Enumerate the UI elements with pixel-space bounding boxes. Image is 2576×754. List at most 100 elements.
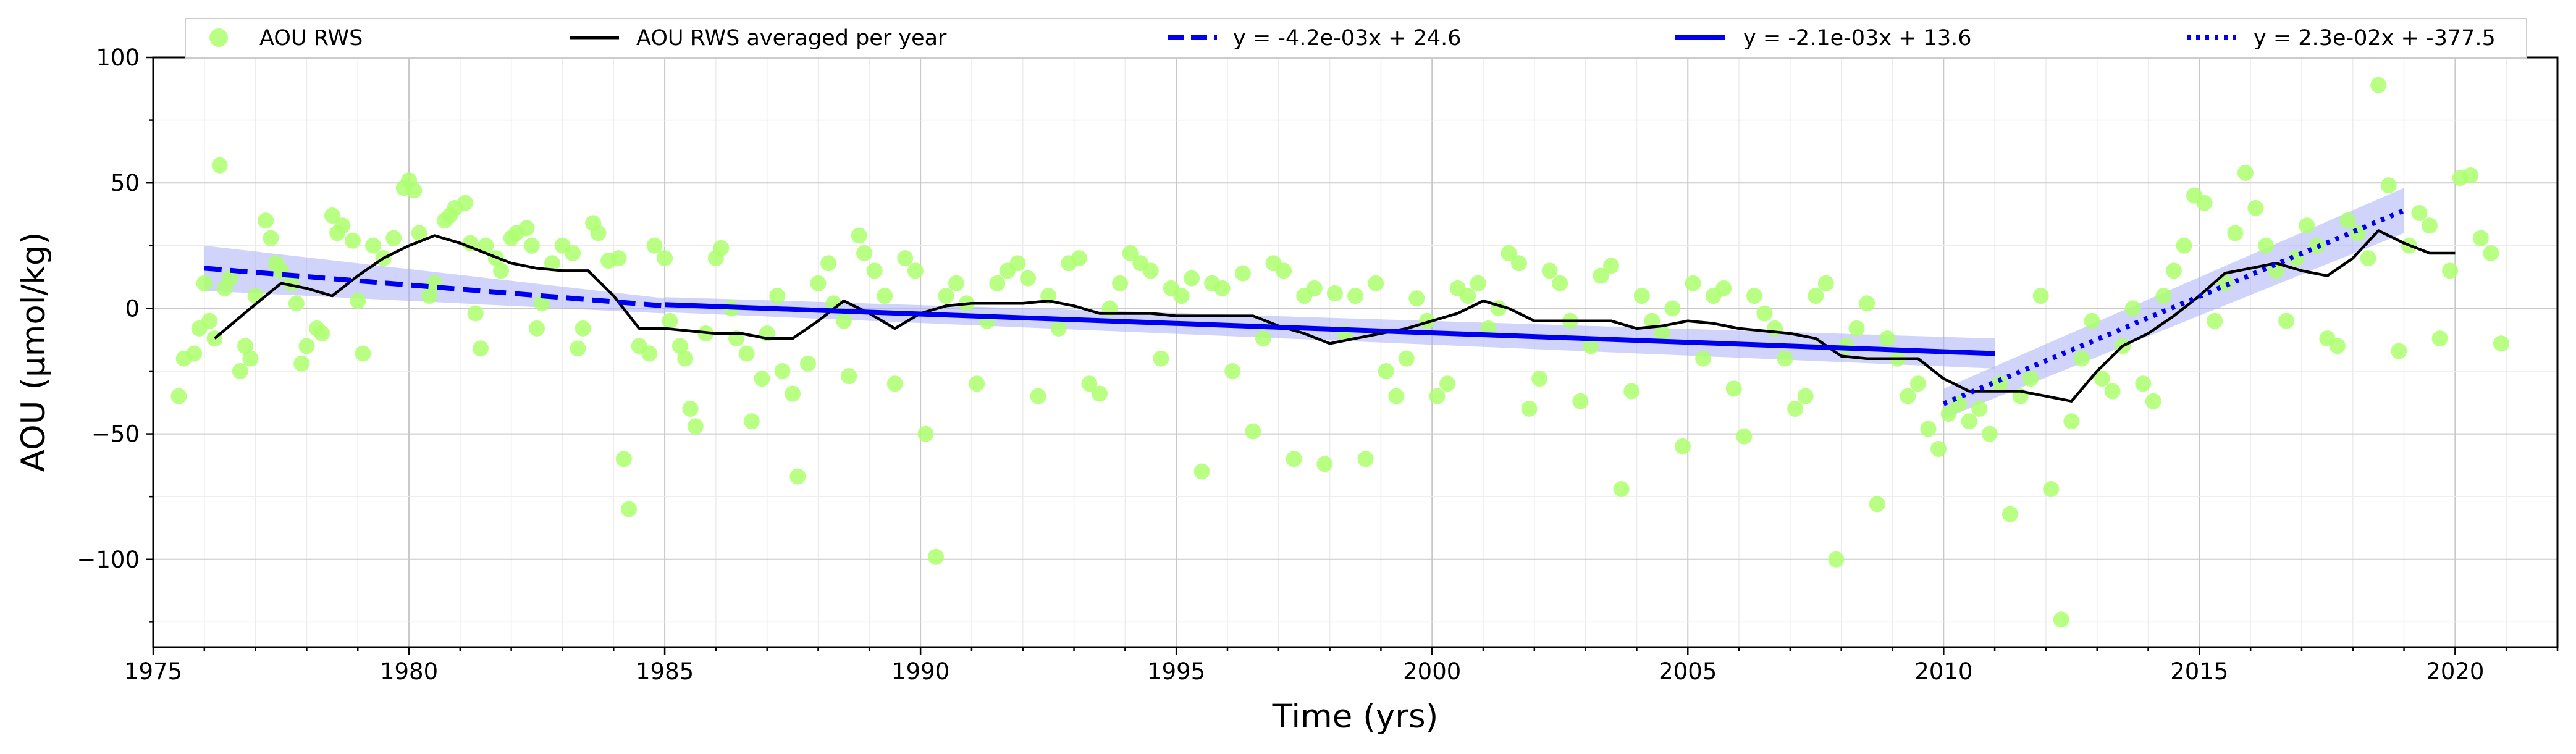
scatter-point xyxy=(2370,77,2387,93)
scatter-point xyxy=(2124,300,2141,317)
scatter-point xyxy=(1091,385,1108,402)
scatter-point xyxy=(518,220,535,237)
scatter-point xyxy=(2237,164,2254,181)
x-tick-label: 2020 xyxy=(2426,658,2484,685)
scatter-points xyxy=(170,77,2509,628)
legend-label-fit-dotted: y = 2.3e-02x + -377.5 xyxy=(2254,26,2496,51)
scatter-point xyxy=(671,338,688,354)
scatter-point xyxy=(1992,375,2008,392)
scatter-point xyxy=(2145,393,2161,409)
scatter-point xyxy=(1255,330,1271,347)
scatter-point xyxy=(1122,245,1139,261)
scatter-point xyxy=(1725,380,1742,397)
scatter-point xyxy=(1306,280,1323,296)
scatter-point xyxy=(493,262,510,279)
scatter-point xyxy=(344,232,361,249)
scatter-point xyxy=(1797,388,1814,404)
x-tick-label: 2015 xyxy=(2170,658,2228,685)
scatter-point xyxy=(1603,258,1620,274)
scatter-point xyxy=(406,182,423,199)
scatter-point xyxy=(1234,265,1251,282)
scatter-point xyxy=(1153,350,1169,367)
x-tick-label: 1995 xyxy=(1147,658,1205,685)
scatter-point xyxy=(2493,335,2509,352)
scatter-point xyxy=(457,195,474,211)
scatter-point xyxy=(2216,275,2233,291)
scatter-point xyxy=(570,340,586,357)
scatter-point xyxy=(1859,295,1875,312)
scatter-point xyxy=(2483,245,2499,261)
scatter-point xyxy=(324,207,340,224)
scatter-point xyxy=(1940,406,1957,422)
scatter-point xyxy=(334,217,351,234)
scatter-point xyxy=(835,312,852,329)
scatter-point xyxy=(1357,451,1374,467)
scatter-point xyxy=(1664,300,1681,317)
scatter-point xyxy=(657,250,673,267)
scatter-point xyxy=(237,338,254,354)
scatter-point xyxy=(1552,275,1568,291)
scatter-point xyxy=(1756,305,1773,322)
scatter-point xyxy=(917,425,934,442)
scatter-point xyxy=(743,413,760,430)
scatter-point xyxy=(610,250,627,267)
scatter-point xyxy=(2022,371,2039,387)
scatter-point xyxy=(211,157,228,174)
scatter-point xyxy=(1920,421,1937,437)
scatter-point xyxy=(810,275,827,291)
scatter-point xyxy=(1787,400,1804,417)
scatter-point xyxy=(851,227,867,244)
scatter-point xyxy=(263,230,279,246)
scatter-point xyxy=(1214,280,1231,296)
x-tick-label: 1985 xyxy=(636,658,694,685)
fit-line-dotted xyxy=(1942,208,2406,406)
scatter-point xyxy=(1521,400,1538,417)
x-tick-label: 2000 xyxy=(1403,658,1461,685)
scatter-point xyxy=(2135,375,2152,392)
scatter-point xyxy=(1009,255,1026,272)
scatter-point xyxy=(948,275,965,291)
scatter-point xyxy=(2084,312,2100,329)
scatter-point xyxy=(1368,275,1384,291)
scatter-point xyxy=(1808,288,1824,304)
scatter-point xyxy=(1408,290,1425,307)
scatter-point xyxy=(2196,195,2213,211)
scatter-point xyxy=(478,237,494,254)
scatter-point xyxy=(534,295,550,312)
scatter-point xyxy=(886,375,903,392)
scatter-point xyxy=(590,225,607,241)
scatter-point xyxy=(820,255,837,272)
scatter-point xyxy=(1541,262,1558,279)
scatter-point xyxy=(682,400,699,417)
scatter-point xyxy=(641,345,658,362)
scatter-point xyxy=(222,270,238,287)
scatter-point xyxy=(523,237,540,254)
scatter-point xyxy=(2411,204,2428,221)
fit-line-solid xyxy=(664,302,1995,356)
scatter-point xyxy=(856,245,873,261)
scatter-point xyxy=(196,275,213,291)
scatter-point xyxy=(529,320,545,337)
scatter-point xyxy=(1501,245,1517,261)
scatter-point xyxy=(1572,393,1589,409)
scatter-point xyxy=(544,255,560,272)
scatter-point xyxy=(2227,225,2244,241)
scatter-point xyxy=(1470,275,1486,291)
scatter-point xyxy=(2165,262,2182,279)
scatter-point xyxy=(1245,423,1261,440)
scatter-point xyxy=(1767,320,1783,337)
scatter-point xyxy=(462,235,479,251)
scatter-point xyxy=(1654,325,1670,342)
scatter-point xyxy=(1326,285,1343,301)
scatter-point xyxy=(687,418,704,435)
legend: AOU RWS AOU RWS averaged per year y = -4… xyxy=(185,18,2527,59)
scatter-point xyxy=(938,288,954,304)
x-tick-label: 1990 xyxy=(891,658,949,685)
scatter-point xyxy=(615,451,632,467)
scatter-point xyxy=(258,212,274,229)
scatter-point xyxy=(1582,338,1599,354)
scatter-point xyxy=(1510,255,1527,272)
scatter-point xyxy=(575,320,591,337)
scatter-point xyxy=(2299,217,2315,234)
